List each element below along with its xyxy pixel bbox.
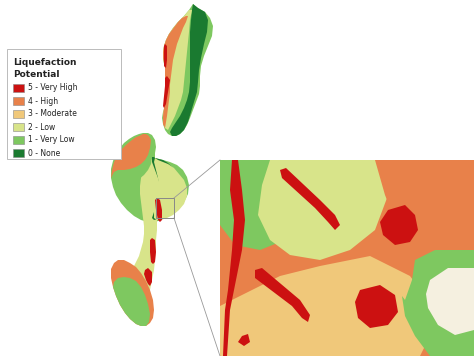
Text: 0 - None: 0 - None xyxy=(28,148,60,157)
Polygon shape xyxy=(170,4,208,136)
Polygon shape xyxy=(223,160,245,356)
Polygon shape xyxy=(258,160,390,260)
Polygon shape xyxy=(163,10,192,130)
Polygon shape xyxy=(154,158,187,220)
Polygon shape xyxy=(280,168,340,230)
Polygon shape xyxy=(255,268,310,322)
Polygon shape xyxy=(375,160,474,260)
Polygon shape xyxy=(163,76,170,108)
Bar xyxy=(13,110,24,118)
Polygon shape xyxy=(127,158,161,322)
Polygon shape xyxy=(155,198,162,222)
Polygon shape xyxy=(152,157,181,220)
Polygon shape xyxy=(113,277,150,326)
Polygon shape xyxy=(220,256,440,356)
Polygon shape xyxy=(150,238,156,264)
Polygon shape xyxy=(426,268,474,335)
Polygon shape xyxy=(238,334,250,346)
Text: Liquefaction
Potential: Liquefaction Potential xyxy=(13,58,76,79)
Text: 1 - Very Low: 1 - Very Low xyxy=(28,136,74,145)
Bar xyxy=(13,136,24,144)
Bar xyxy=(13,123,24,131)
Text: 4 - High: 4 - High xyxy=(28,96,58,105)
Polygon shape xyxy=(220,160,474,356)
Polygon shape xyxy=(162,4,213,136)
Polygon shape xyxy=(402,250,474,356)
Polygon shape xyxy=(111,133,189,222)
Polygon shape xyxy=(163,16,188,128)
Polygon shape xyxy=(144,268,152,286)
Text: 5 - Very High: 5 - Very High xyxy=(28,84,78,93)
Bar xyxy=(13,149,24,157)
Bar xyxy=(13,97,24,105)
Polygon shape xyxy=(164,44,167,68)
Text: 2 - Low: 2 - Low xyxy=(28,122,55,131)
Bar xyxy=(156,198,174,218)
Polygon shape xyxy=(380,205,418,245)
Polygon shape xyxy=(111,134,151,178)
Text: 3 - Moderate: 3 - Moderate xyxy=(28,110,77,119)
Polygon shape xyxy=(355,285,398,328)
Bar xyxy=(13,84,24,92)
FancyBboxPatch shape xyxy=(7,49,121,159)
Polygon shape xyxy=(220,160,320,250)
Polygon shape xyxy=(111,260,154,326)
Polygon shape xyxy=(113,134,153,184)
